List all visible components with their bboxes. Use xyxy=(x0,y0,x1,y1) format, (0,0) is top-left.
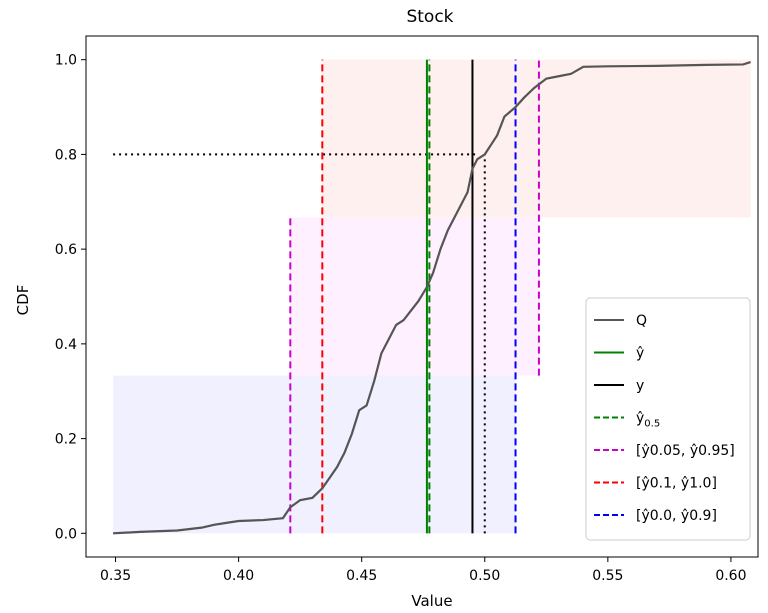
legend-label-6: [ŷ0.0, ŷ0.9] xyxy=(636,508,717,524)
y-tick-label: 0.2 xyxy=(55,432,77,448)
chart-title: Stock xyxy=(406,7,453,27)
axes-frame xyxy=(85,35,759,558)
shaded-region-0 xyxy=(113,375,516,534)
x-tick-label: 0.45 xyxy=(346,568,377,584)
x-axis-label: Value xyxy=(411,592,452,610)
shaded-region-2 xyxy=(322,59,751,218)
cdf-curve-q xyxy=(113,61,751,535)
legend-label-4: [ŷ0.05, ŷ0.95] xyxy=(636,443,735,459)
legend-label-0: Q xyxy=(636,313,647,329)
y-tick-label: 0.6 xyxy=(55,242,77,258)
shaded-region-1 xyxy=(290,217,539,376)
y-tick-label: 0.8 xyxy=(55,147,77,163)
legend-label-5: [ŷ0.1, ŷ1.0] xyxy=(636,476,717,492)
legend-label-1: ŷ xyxy=(636,346,644,362)
legend-label-2: y xyxy=(636,378,644,394)
x-tick-label: 0.50 xyxy=(469,568,500,584)
x-tick-label: 0.40 xyxy=(223,568,254,584)
y-axis: 0.0 0.2 0.4 0.6 0.8 1.0 xyxy=(55,53,86,542)
x-tick-label: 0.35 xyxy=(100,568,131,584)
y-tick-label: 0.0 xyxy=(55,526,77,542)
x-tick-label: 0.55 xyxy=(592,568,623,584)
plot-area xyxy=(113,59,751,535)
y-tick-label: 1.0 xyxy=(55,53,77,69)
x-tick-label: 0.60 xyxy=(715,568,746,584)
legend-box xyxy=(585,297,751,541)
y-tick-label: 0.4 xyxy=(55,337,77,353)
x-axis: 0.35 0.40 0.45 0.50 0.55 0.60 xyxy=(100,557,747,584)
y-axis-label: CDF xyxy=(14,285,32,316)
